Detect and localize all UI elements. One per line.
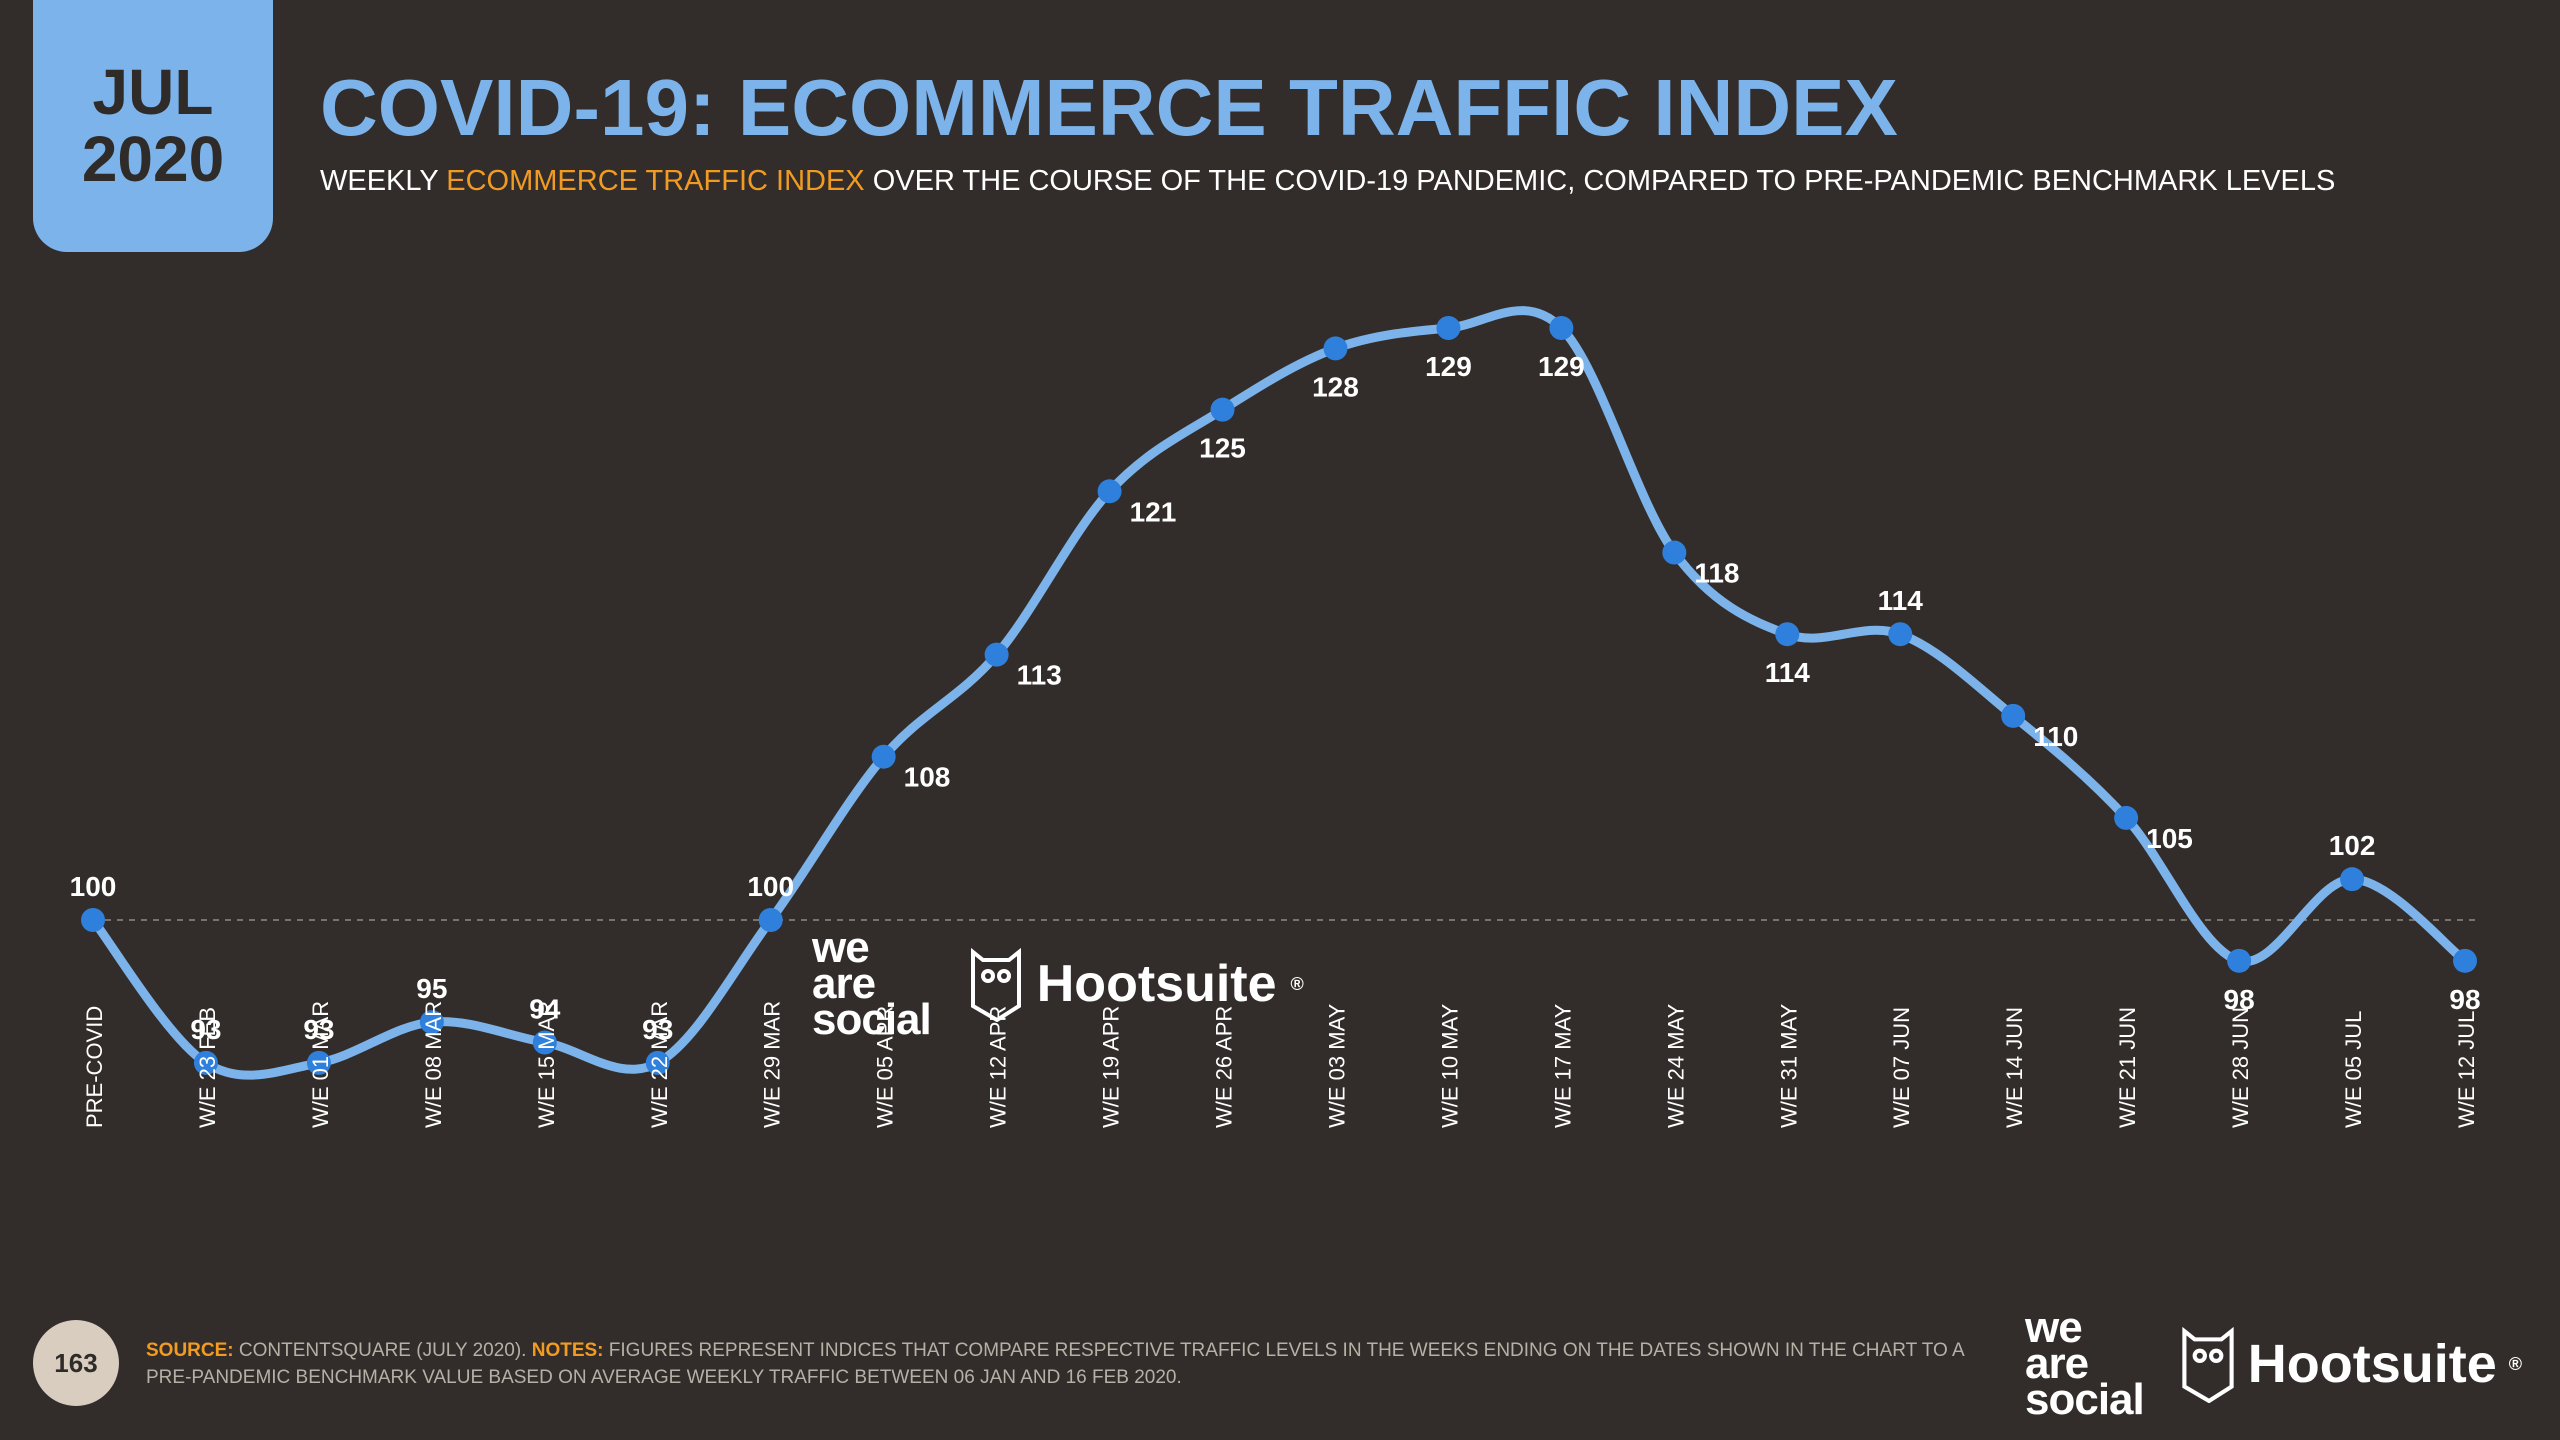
- footnote: SOURCE: CONTENTSQUARE (JULY 2020). NOTES…: [146, 1338, 2006, 1391]
- we-are-social-logo: we are social: [812, 923, 932, 1045]
- data-point: [532, 1030, 557, 1055]
- data-point: [2001, 703, 2026, 728]
- owl-icon: [970, 947, 1021, 1023]
- data-label: 100: [70, 871, 117, 902]
- x-tick-label: W/E 12 APR: [986, 1006, 1011, 1128]
- hootsuite-logo: Hootsuite ®: [969, 946, 1304, 1023]
- data-label: 128: [1312, 371, 1359, 402]
- data-point: [645, 1050, 670, 1075]
- data-point: [871, 744, 896, 769]
- data-point: [1210, 397, 1235, 422]
- x-tick-label: W/E 29 MAR: [760, 1001, 785, 1128]
- data-label: 100: [747, 871, 794, 902]
- source-text: CONTENTSQUARE (JULY 2020).: [233, 1340, 532, 1361]
- notes-label: NOTES:: [531, 1340, 604, 1361]
- data-label: 102: [2329, 830, 2376, 861]
- x-tick-label: W/E 15 MAR: [534, 1001, 559, 1128]
- data-point: [1775, 622, 1800, 647]
- data-point: [2340, 867, 2365, 892]
- data-label: 93: [303, 1014, 334, 1045]
- x-tick-label: W/E 01 MAR: [308, 1001, 333, 1128]
- x-tick-label: W/E 14 JUN: [2002, 1007, 2027, 1128]
- brand-logos-footer: we are social Hootsuite ®: [2025, 1303, 2522, 1425]
- data-point: [419, 1010, 444, 1035]
- data-point: [984, 642, 1009, 667]
- data-label: 114: [1878, 585, 1924, 616]
- data-point: [2114, 805, 2139, 830]
- x-tick-label: W/E 05 APR: [873, 1006, 898, 1128]
- data-label: 108: [904, 762, 951, 793]
- data-point: [1097, 479, 1122, 504]
- x-tick-label: W/E 28 JUN: [2228, 1007, 2253, 1128]
- data-label: 125: [1199, 433, 1246, 464]
- data-point: [1662, 540, 1687, 565]
- data-point: [758, 908, 783, 932]
- data-point: [1323, 336, 1348, 361]
- notes-text: FIGURES REPRESENT INDICES THAT COMPARE R…: [146, 1340, 1964, 1388]
- data-label: 129: [1538, 351, 1585, 382]
- data-label: 98: [2224, 984, 2255, 1015]
- owl-icon: [2182, 1326, 2234, 1404]
- data-label: 98: [2449, 984, 2480, 1015]
- badge-month: JUL: [92, 55, 214, 128]
- data-label: 121: [1130, 496, 1177, 527]
- data-point: [2227, 948, 2252, 973]
- page-number: 163: [33, 1320, 119, 1406]
- x-tick-label: W/E 24 MAY: [1663, 1003, 1688, 1128]
- data-point: [306, 1050, 331, 1075]
- x-tick-label: W/E 17 MAY: [1550, 1003, 1575, 1128]
- data-label: 93: [190, 1014, 221, 1045]
- data-label: 113: [1017, 660, 1062, 691]
- badge-year: 2020: [81, 123, 225, 195]
- hootsuite-logo-footer: Hootsuite ®: [2180, 1325, 2522, 1404]
- brand-logos-center: we are social Hootsuite ®: [812, 923, 1304, 1045]
- data-label: 95: [416, 973, 447, 1004]
- we-are-social-logo-footer: we are social: [2025, 1303, 2145, 1425]
- data-point: [1888, 622, 1913, 647]
- x-tick-label: W/E 08 MAR: [421, 1001, 446, 1128]
- data-point: [1549, 316, 1574, 340]
- page-title: COVID-19: ECOMMERCE TRAFFIC INDEX: [320, 63, 1898, 152]
- data-point: [2453, 948, 2477, 973]
- data-label: 129: [1425, 351, 1472, 382]
- data-label: 94: [529, 993, 561, 1024]
- x-tick-label: W/E 10 MAY: [1437, 1003, 1462, 1128]
- data-label: 110: [2033, 721, 2078, 752]
- series-line: [88, 306, 2470, 1080]
- data-point: [81, 908, 105, 932]
- data-label: 105: [2146, 823, 2193, 854]
- x-tick-label: W/E 23 FEB: [195, 1007, 220, 1128]
- x-tick-label: W/E 26 APR: [1212, 1006, 1237, 1128]
- date-badge: JUL 2020: [33, 0, 273, 252]
- x-tick-label: W/E 31 MAY: [1776, 1003, 1801, 1128]
- data-label: 93: [642, 1014, 673, 1045]
- x-tick-label: W/E 12 JUL: [2454, 1011, 2479, 1128]
- subtitle-prefix: WEEKLY: [320, 165, 447, 197]
- data-point: [193, 1050, 218, 1075]
- x-tick-label: W/E 21 JUN: [2115, 1007, 2140, 1128]
- source-label: SOURCE:: [146, 1340, 234, 1361]
- page-subtitle: WEEKLY ECOMMERCE TRAFFIC INDEX OVER THE …: [320, 165, 2335, 198]
- subtitle-suffix: OVER THE COURSE OF THE COVID-19 PANDEMIC…: [864, 165, 2336, 197]
- data-label: 118: [1694, 558, 1739, 589]
- data-point: [1436, 316, 1461, 340]
- x-tick-label: PRE-COVID: [82, 1006, 107, 1128]
- x-tick-label: W/E 19 APR: [1099, 1006, 1124, 1128]
- x-tick-label: W/E 05 JUL: [2341, 1011, 2366, 1128]
- x-tick-label: W/E 22 MAR: [647, 1001, 672, 1128]
- data-label: 114: [1765, 657, 1811, 688]
- subtitle-highlight: ECOMMERCE TRAFFIC INDEX: [446, 165, 865, 197]
- x-tick-label: W/E 07 JUN: [1889, 1007, 1914, 1128]
- x-tick-label: W/E 03 MAY: [1324, 1003, 1349, 1128]
